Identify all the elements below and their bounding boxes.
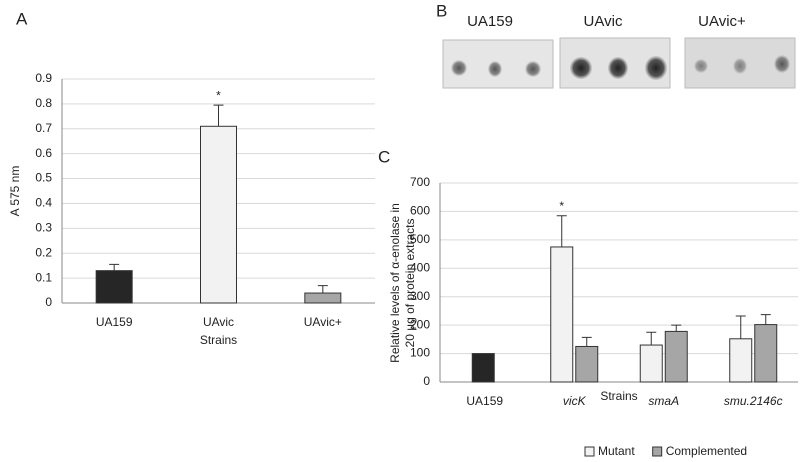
x-tick-label: smu.2146c [724, 394, 783, 408]
dot [774, 55, 790, 73]
error-bar [581, 336, 592, 347]
error-bar [671, 324, 682, 332]
y-tick-label: 0 [45, 295, 52, 309]
x-tick-label: UAvic+ [304, 315, 342, 329]
x-axis-label: Strains [600, 389, 637, 403]
error-bar [317, 285, 328, 294]
legend-swatch [584, 446, 595, 457]
y-tick-label: 600 [410, 204, 430, 218]
dot [645, 56, 667, 80]
x-tick-label: UA159 [466, 394, 503, 408]
y-tick-label: 0.8 [35, 96, 52, 110]
y-tick-label: 0.9 [35, 71, 52, 85]
x-axis-label: Strains [200, 333, 237, 347]
y-axis-label: A 575 nm [8, 166, 22, 217]
y-tick-label: 0.3 [35, 221, 52, 235]
y-axis-label: Relative levels of α-enolase in [388, 203, 402, 363]
panel-label: B [436, 1, 447, 20]
legend-label: Complemented [666, 444, 747, 458]
y-tick-label: 100 [410, 346, 430, 360]
y-tick-label: 0.4 [35, 196, 52, 210]
y-tick-label: 400 [410, 260, 430, 274]
bar [95, 270, 133, 304]
bar [664, 330, 688, 383]
y-tick-label: 0 [423, 374, 430, 388]
y-tick-label: 0.2 [35, 245, 52, 259]
x-tick-label: vicK [563, 394, 587, 408]
dot [733, 58, 747, 74]
dot [488, 61, 502, 77]
y-tick-label: 700 [410, 175, 430, 189]
panel-label: A [16, 9, 28, 28]
dot [608, 57, 628, 79]
x-tick-label: UAvic [203, 315, 234, 329]
error-bar [760, 314, 771, 325]
lane-label: UAvic+ [698, 13, 746, 30]
y-tick-label: 0.7 [35, 121, 52, 135]
lane-label: UA159 [467, 13, 513, 30]
bar [200, 125, 237, 304]
y-tick-label: 500 [410, 232, 430, 246]
dot [570, 57, 592, 79]
y-tick-label: 0.1 [35, 270, 52, 284]
y-tick-label: 0.5 [35, 171, 52, 185]
error-bar [735, 315, 746, 339]
blot-membranes [442, 37, 796, 89]
bar [575, 345, 599, 383]
dot [694, 59, 708, 73]
lane-label: UAvic [584, 13, 623, 30]
x-tick-label: UA159 [96, 315, 133, 329]
legend-swatch [652, 446, 663, 457]
dot [525, 61, 541, 77]
bar [471, 353, 495, 383]
bar [550, 246, 574, 383]
annotation: * [216, 88, 221, 102]
error-bar [213, 104, 224, 127]
panel-label: C [378, 147, 390, 166]
error-bar [646, 331, 657, 346]
error-bar [109, 263, 120, 271]
annotation: * [559, 199, 564, 213]
legend-label: Mutant [598, 444, 635, 458]
y-tick-label: 300 [410, 289, 430, 303]
y-axis-label: 20 µg of protein extracts [403, 219, 417, 348]
bar [304, 292, 342, 304]
error-bar [556, 215, 567, 247]
bar [639, 344, 663, 383]
bar [729, 338, 753, 383]
y-tick-label: 0.6 [35, 146, 52, 160]
x-tick-label: smaA [648, 394, 679, 408]
y-tick-label: 200 [410, 317, 430, 331]
dot [451, 60, 467, 76]
bar [754, 324, 778, 383]
